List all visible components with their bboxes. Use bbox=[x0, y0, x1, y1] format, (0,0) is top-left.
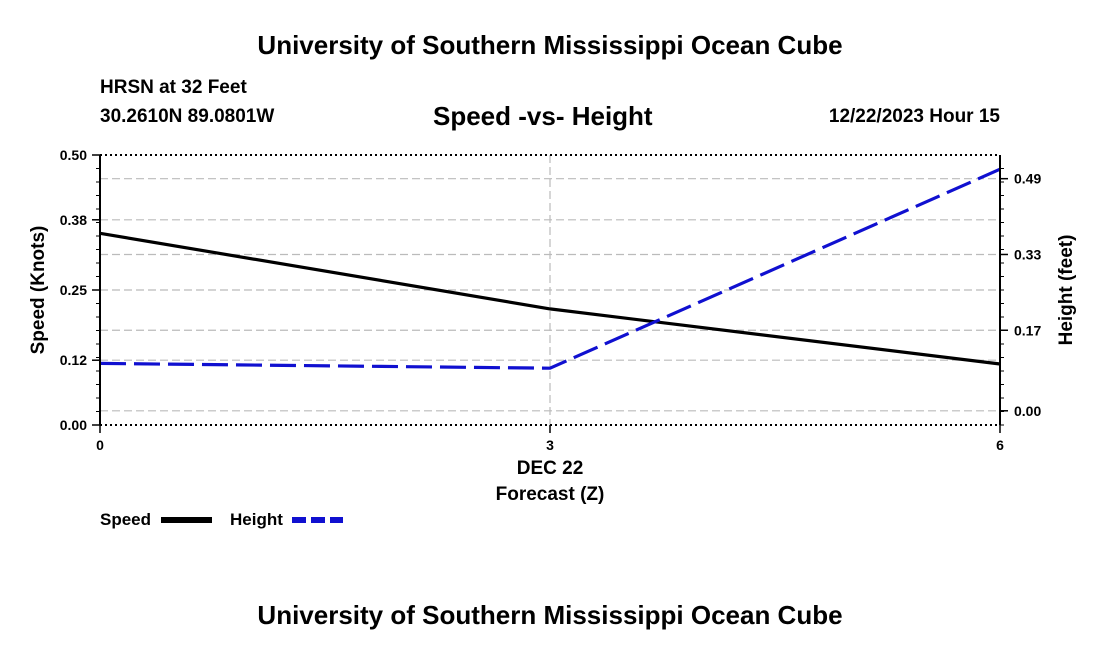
chart-date: 12/22/2023 Hour 15 bbox=[828, 106, 1000, 127]
axes bbox=[92, 154, 1008, 433]
main-title: University of Southern Mississippi Ocean… bbox=[257, 30, 843, 60]
y2-tick-label-1: 0.17 bbox=[1014, 322, 1041, 338]
y2-axis-title: Height (feet) bbox=[1056, 235, 1077, 346]
tick-labels: 0.00 0.12 0.25 0.38 0.50 0.00 0.17 0.33 0.49 0 3 6 bbox=[60, 147, 1042, 453]
station-coordinates: 30.2610N 89.0801W bbox=[100, 106, 275, 127]
y-axis-title: Speed (Knots) bbox=[28, 226, 49, 355]
chart-title: Speed -vs- Height bbox=[433, 101, 653, 131]
x-tick-label-0: 0 bbox=[96, 437, 104, 453]
footer-title: University of Southern Mississippi Ocean… bbox=[257, 600, 843, 630]
y-tick-label-0: 0.00 bbox=[60, 417, 87, 433]
legend-label-height: Height bbox=[230, 510, 283, 529]
x-date-label: DEC 22 bbox=[517, 458, 584, 479]
grid-lines bbox=[100, 155, 1000, 425]
station-name: HRSN at 32 Feet bbox=[100, 77, 247, 98]
x-tick-label-1: 3 bbox=[546, 437, 554, 453]
y2-tick-label-2: 0.33 bbox=[1014, 246, 1041, 262]
y-tick-label-2: 0.25 bbox=[60, 282, 87, 298]
x-tick-label-2: 6 bbox=[996, 437, 1004, 453]
y2-tick-label-0: 0.00 bbox=[1014, 403, 1041, 419]
y-tick-label-3: 0.38 bbox=[60, 212, 87, 228]
y-tick-label-1: 0.12 bbox=[60, 352, 87, 368]
x-axis-title: Forecast (Z) bbox=[496, 484, 605, 505]
legend: Speed Height bbox=[100, 510, 343, 529]
y2-tick-label-3: 0.49 bbox=[1014, 171, 1041, 187]
legend-label-speed: Speed bbox=[100, 510, 151, 529]
y-tick-label-4: 0.50 bbox=[60, 147, 87, 163]
